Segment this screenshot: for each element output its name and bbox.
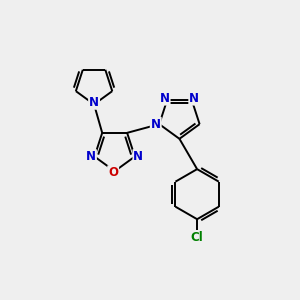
Text: N: N	[189, 92, 199, 105]
Text: N: N	[151, 118, 161, 131]
Text: N: N	[134, 150, 143, 163]
Text: N: N	[160, 92, 170, 105]
Text: N: N	[89, 96, 99, 109]
Text: Cl: Cl	[191, 231, 203, 244]
Text: N: N	[86, 150, 96, 163]
Text: O: O	[108, 166, 118, 179]
